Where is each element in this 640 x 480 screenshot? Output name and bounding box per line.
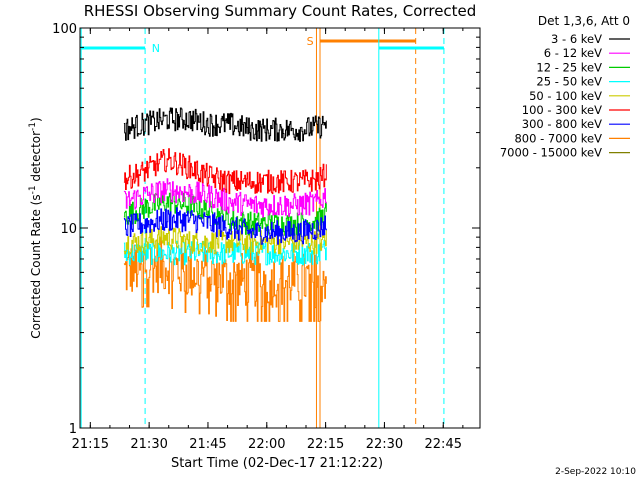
saa-label: S bbox=[307, 35, 314, 48]
series-line bbox=[123, 148, 327, 195]
legend-label: 50 - 100 keV bbox=[529, 89, 602, 103]
x-tick-label: 22:15 bbox=[307, 437, 344, 452]
x-axis-label: Start Time (02-Dec-17 21:12:22) bbox=[171, 456, 383, 471]
legend-label: 100 - 300 keV bbox=[522, 103, 602, 117]
y-tick-label: 1 bbox=[69, 422, 77, 437]
legend-label: 800 - 7000 keV bbox=[514, 131, 602, 145]
series-line bbox=[123, 178, 327, 218]
x-tick-label: 22:30 bbox=[366, 437, 403, 452]
legend-label: 3 - 6 keV bbox=[551, 32, 602, 46]
y-tick-label: 100 bbox=[52, 22, 77, 37]
legend-label: 6 - 12 keV bbox=[544, 46, 602, 60]
data-series bbox=[123, 107, 327, 322]
chart-title: RHESSI Observing Summary Count Rates, Co… bbox=[84, 2, 477, 20]
series-line bbox=[123, 207, 327, 245]
x-tick-label: 22:45 bbox=[425, 437, 462, 452]
y-axis-label: Corrected Count Rate (s-1 detector-1) bbox=[28, 117, 43, 338]
y-axis-label-exp2: -1 bbox=[28, 122, 38, 131]
y-axis-label-main: Corrected Count Rate (s bbox=[29, 194, 43, 338]
legend-label: 12 - 25 keV bbox=[536, 60, 602, 74]
night-label: N bbox=[152, 42, 160, 55]
x-tick-label: 22:00 bbox=[248, 437, 285, 452]
x-tick-label: 21:30 bbox=[130, 437, 167, 452]
timestamp: 2-Sep-2022 10:10 bbox=[555, 467, 636, 477]
legend-label: 300 - 800 keV bbox=[522, 117, 602, 131]
y-axis-label-end: ) bbox=[29, 117, 43, 122]
axes: 21:15 21:30 21:45 22:00 22:15 22:30 22:45 1 10 10… bbox=[52, 22, 480, 452]
x-tick-label: 21:15 bbox=[72, 437, 109, 452]
legend-label: 7000 - 15000 keV bbox=[500, 146, 602, 160]
series-line bbox=[123, 239, 327, 266]
x-tick-label: 21:45 bbox=[189, 437, 226, 452]
y-axis-label-exp1: -1 bbox=[28, 185, 38, 194]
y-axis-label-mid: detector bbox=[29, 131, 43, 186]
series-line bbox=[123, 237, 327, 322]
legend-label: 25 - 50 keV bbox=[536, 75, 602, 89]
legend-header: Det 1,3,6, Att 0 bbox=[538, 14, 630, 28]
y-tick-label: 10 bbox=[60, 222, 77, 237]
series-line bbox=[123, 226, 327, 255]
series-line bbox=[123, 107, 327, 142]
